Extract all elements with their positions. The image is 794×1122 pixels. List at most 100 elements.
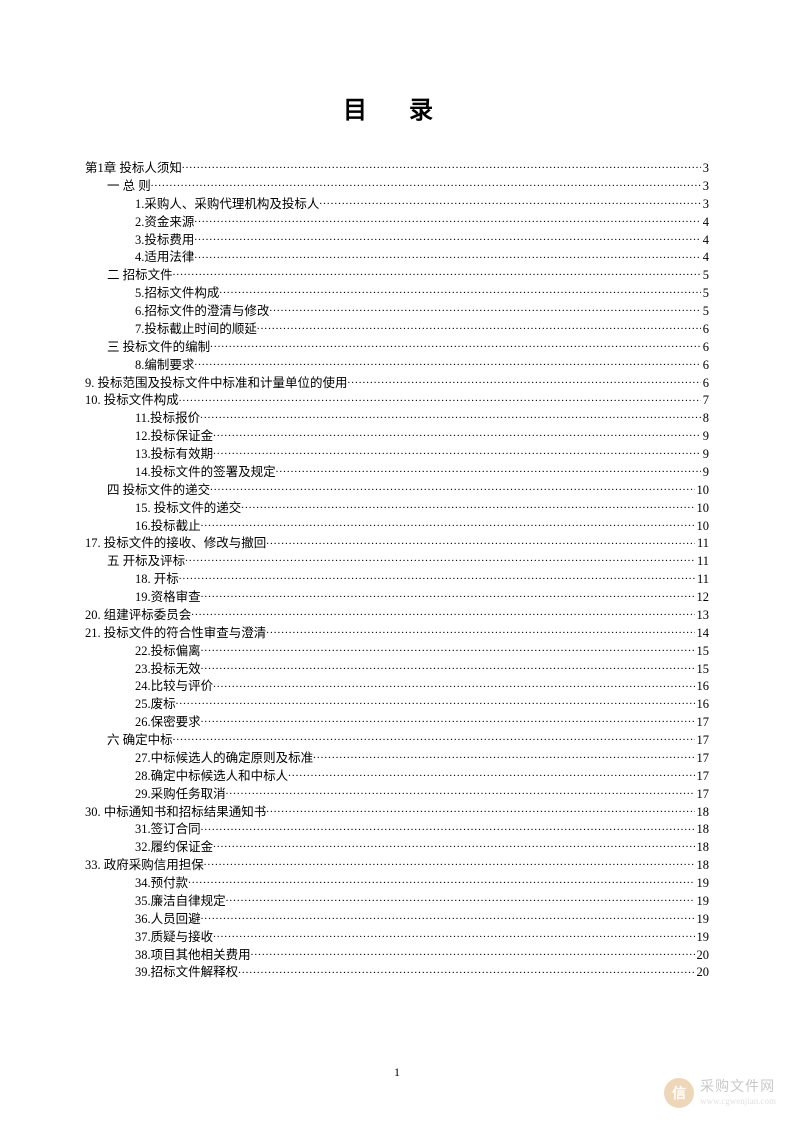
toc-dots [210, 340, 701, 351]
toc-label: 9. 投标范围及投标文件中标准和计量单位的使用 [85, 375, 348, 392]
toc-page: 4 [701, 232, 709, 249]
toc-page: 5 [701, 267, 709, 284]
toc-page: 6 [701, 357, 709, 374]
watermark-text-cn: 采购文件网 [700, 1080, 776, 1096]
toc-label: 16.投标截止 [135, 518, 201, 535]
toc-entry: 24.比较与评价16 [85, 678, 709, 695]
toc-entry: 36.人员回避19 [85, 911, 709, 928]
toc-page: 17 [695, 786, 710, 803]
toc-dots [191, 608, 694, 619]
watermark-text-block: 采购文件网 www.cgwenjian.com [700, 1080, 776, 1106]
toc-page: 18 [695, 857, 710, 874]
toc-label: 24.比较与评价 [135, 678, 213, 695]
toc-page: 5 [701, 303, 709, 320]
toc-label: 2.资金来源 [135, 214, 194, 231]
toc-label: 5.招标文件构成 [135, 285, 219, 302]
toc-dots [213, 840, 694, 851]
toc-dots [201, 822, 695, 833]
toc-page: 7 [701, 392, 709, 409]
toc-dots [173, 268, 701, 279]
toc-page: 10 [695, 482, 710, 499]
toc-label: 第1章 投标人须知 [85, 160, 182, 177]
toc-dots [269, 304, 700, 315]
toc-dots [194, 250, 700, 261]
toc-label: 32.履约保证金 [135, 839, 213, 856]
toc-container: 第1章 投标人须知 3一 总 则31.采购人、采购代理机构及投标人 32.资金来源 4… [85, 160, 709, 981]
toc-label: 26.保密要求 [135, 714, 201, 731]
toc-dots [219, 286, 700, 297]
toc-label: 12.投标保证金 [135, 428, 213, 445]
watermark-text-url: www.cgwenjian.com [700, 1096, 776, 1106]
toc-entry: 4.适用法律 4 [85, 249, 709, 266]
toc-entry: 31.签订合同18 [85, 821, 709, 838]
toc-entry: 12.投标保证金 9 [85, 428, 709, 445]
toc-label: 14.投标文件的签署及规定 [135, 464, 276, 481]
toc-dots [266, 626, 694, 637]
toc-page: 4 [701, 249, 709, 266]
toc-label: 39.招标文件解释权 [135, 964, 238, 981]
toc-label: 4.适用法律 [135, 249, 194, 266]
toc-page: 19 [695, 929, 710, 946]
toc-dots [182, 161, 701, 172]
toc-dots [201, 518, 695, 529]
toc-page: 18 [695, 839, 710, 856]
toc-dots [266, 804, 694, 815]
toc-entry: 39.招标文件解释权 20 [85, 964, 709, 981]
toc-page: 17 [695, 768, 710, 785]
toc-dots [201, 643, 695, 654]
toc-dots [266, 536, 695, 547]
toc-entry: 8.编制要求 6 [85, 357, 709, 374]
toc-dots [251, 947, 695, 958]
toc-page: 9 [701, 446, 709, 463]
toc-entry: 18. 开标11 [85, 571, 709, 588]
toc-label: 3.投标费用 [135, 232, 194, 249]
toc-entry: 一 总 则3 [85, 178, 709, 195]
toc-page: 6 [701, 375, 709, 392]
toc-entry: 四 投标文件的递交10 [85, 482, 709, 499]
toc-dots [200, 411, 701, 422]
toc-entry: 35.廉洁自律规定 19 [85, 893, 709, 910]
toc-entry: 1.采购人、采购代理机构及投标人 3 [85, 196, 709, 213]
toc-entry: 六 确定中标17 [85, 732, 709, 749]
toc-page: 18 [695, 821, 710, 838]
watermark-icon: 信 [664, 1078, 694, 1108]
toc-entry: 14.投标文件的签署及规定9 [85, 464, 709, 481]
toc-label: 一 总 则 [107, 178, 151, 195]
toc-page: 8 [701, 410, 709, 427]
toc-page: 19 [695, 893, 710, 910]
toc-entry: 30. 中标通知书和招标结果通知书18 [85, 804, 709, 821]
toc-label: 15. 投标文件的递交 [135, 500, 241, 517]
toc-label: 五 开标及评标 [107, 553, 185, 570]
toc-dots [210, 483, 694, 494]
toc-entry: 3.投标费用 4 [85, 232, 709, 249]
toc-dots [213, 429, 701, 440]
toc-entry: 9. 投标范围及投标文件中标准和计量单位的使用 6 [85, 375, 709, 392]
toc-label: 35.廉洁自律规定 [135, 893, 226, 910]
toc-entry: 28.确定中标候选人和中标人17 [85, 768, 709, 785]
toc-entry: 20. 组建评标委员会13 [85, 607, 709, 624]
toc-page: 9 [701, 428, 709, 445]
toc-dots [179, 572, 695, 583]
toc-dots [276, 465, 701, 476]
toc-page: 3 [701, 196, 709, 213]
toc-dots [201, 715, 695, 726]
toc-page: 19 [695, 911, 710, 928]
toc-entry: 38.项目其他相关费用20 [85, 947, 709, 964]
toc-dots [185, 554, 695, 565]
toc-label: 8.编制要求 [135, 357, 194, 374]
toc-label: 33. 政府采购信用担保 [85, 857, 204, 874]
toc-dots [238, 965, 694, 976]
toc-page: 10 [695, 500, 710, 517]
toc-label: 22.投标偏离 [135, 643, 201, 660]
toc-entry: 22.投标偏离15 [85, 643, 709, 660]
toc-entry: 27.中标候选人的确定原则及标准17 [85, 750, 709, 767]
toc-page: 20 [695, 964, 710, 981]
page-title: 目 录 [85, 90, 709, 125]
toc-entry: 五 开标及评标11 [85, 553, 709, 570]
toc-entry: 13.投标有效期9 [85, 446, 709, 463]
toc-page: 6 [701, 321, 709, 338]
toc-label: 二 招标文件 [107, 267, 173, 284]
toc-page: 17 [695, 732, 710, 749]
toc-label: 1.采购人、采购代理机构及投标人 [135, 196, 319, 213]
toc-entry: 29.采购任务取消17 [85, 786, 709, 803]
